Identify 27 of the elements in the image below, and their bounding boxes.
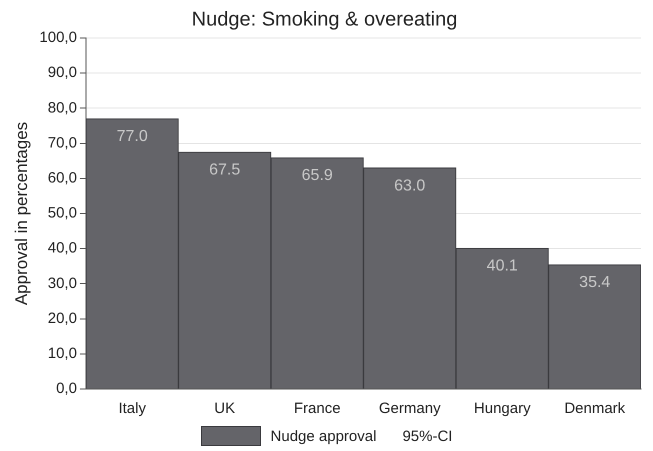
data-label: 65.9: [302, 167, 333, 184]
y-tick-label: 40,0: [48, 240, 77, 257]
x-tick-label: Italy: [118, 400, 146, 418]
data-label: 67.5: [209, 161, 240, 178]
x-tick-label: Hungary: [474, 400, 532, 418]
y-tick-label: 30,0: [48, 274, 77, 292]
y-tick-label: 20,0: [48, 310, 77, 327]
x-tick-label: France: [294, 400, 341, 418]
y-tick-label: 50,0: [48, 204, 77, 222]
x-tick-label: Germany: [378, 400, 442, 418]
y-tick-label: 60,0: [48, 170, 77, 187]
y-tick-label: 10,0: [48, 345, 77, 362]
data-label: 77.0: [116, 128, 148, 146]
x-tick-label: UK: [214, 400, 236, 418]
legend-label: 95%-CI: [402, 428, 452, 444]
data-label: 35.4: [579, 274, 610, 292]
y-axis-title: Approval in percentages: [12, 122, 31, 306]
data-label: 40.1: [486, 258, 518, 275]
text: Nudge approval: [270, 428, 376, 444]
data-label: 63.0: [394, 177, 426, 194]
y-tick-label: 90,0: [48, 64, 77, 82]
y-tick-label: 100,0: [39, 29, 77, 46]
y-tick-label: 70,0: [48, 134, 77, 152]
x-tick-label: Denmark: [564, 400, 626, 418]
y-tick-label: 0,0: [56, 380, 77, 398]
y-tick-label: 80,0: [48, 99, 77, 116]
chart-title: Nudge: Smoking & overeating: [192, 8, 458, 31]
